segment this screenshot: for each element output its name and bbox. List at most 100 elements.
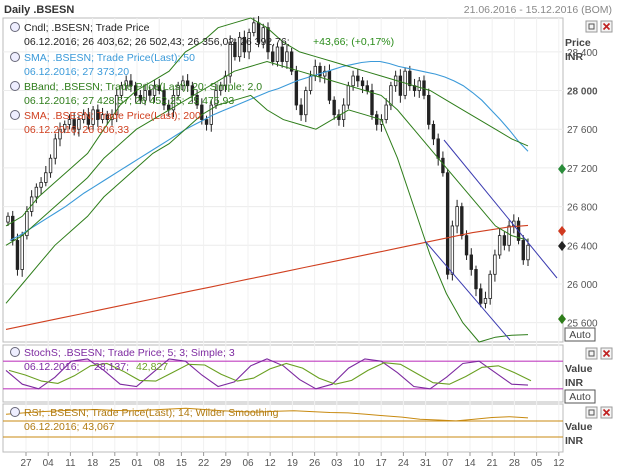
candle-body (332, 99, 336, 116)
stoch-axis-title: Value (565, 363, 593, 375)
legend-candle[interactable]: Cndl; .BSESN; Trade Price 06.12.2016; 26… (10, 22, 395, 48)
candle-body (389, 85, 393, 106)
candle-body (219, 85, 223, 91)
x-tick-label: 01 (131, 458, 143, 469)
candle-body (351, 75, 355, 87)
candle-body (6, 215, 10, 223)
legend-bband[interactable]: BBand; .BSESN; Trade Price(Last); 20; Si… (10, 81, 263, 107)
bband-lower-line (5, 94, 529, 343)
x-tick-label: 18 (87, 458, 99, 469)
legend-sma200[interactable]: SMA; .BSESN; Trade Price(Last); 200 06.1… (10, 110, 201, 136)
candle-body (346, 85, 351, 106)
candle-body (171, 94, 176, 111)
stoch-d-line (8, 362, 532, 385)
price-y-ticks: 28 400 28 000 27 600 27 200 26 800 26 400 26 0… (567, 48, 598, 330)
price-tick-label: 26 400 (567, 241, 598, 252)
candle-body (502, 235, 507, 246)
rsi-legend-values: 06.12.2016; 43,067 (24, 421, 115, 433)
x-tick-label: 07 (442, 458, 454, 469)
candle-body (507, 225, 511, 246)
stoch-auto-label: Auto (569, 391, 591, 403)
candle-body (39, 182, 43, 188)
date-range: 21.06.2016 - 15.12.2016 (BOM) (464, 4, 612, 16)
candle-body (497, 235, 502, 256)
price-tick-label: 27 200 (567, 164, 598, 175)
stoch-k-line (5, 358, 529, 390)
legend-sma50-values: 06.12.2016; 27 373,20 (24, 66, 129, 78)
stoch-auto-button[interactable] (564, 389, 596, 404)
candle-body (417, 80, 421, 91)
legend-candle-change: +43,66; (+0,17%) (313, 36, 394, 48)
candle-body (157, 85, 161, 91)
price-markers (558, 164, 566, 324)
candle-body (469, 254, 473, 270)
sma50-marker-icon (558, 164, 566, 174)
candle-body (119, 85, 124, 96)
candle-body (115, 94, 119, 116)
candle-body (304, 90, 308, 116)
candle-body (327, 70, 332, 101)
bband-middle-line (5, 60, 529, 246)
candle-body (105, 114, 109, 120)
rsi-maximize-icon[interactable] (585, 406, 598, 419)
x-axis-labels: 27 04 11 18 25 01 08 15 22 29 06 12 19 26 03 10 17 24 31 07… (20, 452, 565, 469)
candle-body (185, 80, 190, 87)
candle-body (129, 80, 133, 87)
channel-upper-line (443, 139, 558, 279)
candle-body (337, 114, 341, 120)
x-tick-label: 22 (198, 458, 210, 469)
candle-body (323, 70, 327, 77)
candle-body (294, 70, 299, 106)
bband-upper-line (5, 17, 529, 227)
candle-body (48, 157, 53, 174)
price-auto-button[interactable] (564, 327, 596, 342)
candle-body (237, 36, 242, 58)
candle-body (195, 94, 199, 106)
legend-sma200-values: 06.12.2016; 26 606,33 (24, 124, 129, 136)
x-tick-label: 31 (420, 458, 432, 469)
chart-title: Daily .BSESN (4, 4, 74, 16)
stoch-maximize-icon[interactable] (585, 347, 598, 360)
sma200-marker-icon (558, 226, 566, 236)
candle-body (285, 51, 289, 62)
x-tick-label: 15 (176, 458, 188, 469)
candle-body (266, 27, 270, 53)
candle-body (526, 244, 530, 261)
candle-body (445, 172, 450, 275)
stoch-legend[interactable]: StochS; .BSESN; Trade Price; 5; 3; Simpl… (10, 347, 235, 373)
candle-body (375, 114, 379, 125)
price-tick-label: 28 000 (567, 87, 598, 98)
price-tick-label: 26 000 (567, 280, 598, 291)
candle-body (398, 75, 403, 96)
legend-candle-label: Cndl; .BSESN; Trade Price (24, 22, 150, 34)
price-marker-icon (558, 241, 566, 251)
legend-sma50-label: SMA; .BSESN; Trade Price(Last); 50 (24, 52, 195, 64)
candle-body (81, 114, 86, 120)
candle-body (138, 94, 143, 101)
candle-body (86, 114, 91, 125)
rsi-legend[interactable]: RSI; .BSESN; Trade Price(Last); 14; Wild… (10, 407, 279, 433)
candle-body (72, 119, 76, 130)
candle-body (271, 51, 275, 62)
candle-body (483, 298, 488, 304)
candle-body (20, 235, 24, 270)
candle-body (190, 85, 195, 96)
stoch-k-value: 28,137; (94, 361, 129, 373)
candle-body (181, 80, 185, 87)
candle-body (34, 186, 39, 198)
candle-body (148, 90, 152, 96)
candle-body (252, 22, 256, 33)
candle-body (436, 138, 440, 159)
price-axis-unit: INR (565, 51, 584, 63)
candle-body (200, 104, 204, 120)
legend-sma50[interactable]: SMA; .BSESN; Trade Price(Last); 50 06.12… (10, 52, 196, 78)
candle-body (384, 104, 388, 120)
maximize-icon[interactable] (585, 20, 598, 33)
price-axis-title: Price (565, 37, 591, 49)
candle-body (464, 235, 469, 256)
candle-body (479, 288, 483, 304)
legend-sma200-label: SMA; .BSESN; Trade Price(Last); 200 (24, 110, 201, 122)
x-tick-label: 12 (553, 458, 565, 469)
candle-body (318, 65, 322, 77)
